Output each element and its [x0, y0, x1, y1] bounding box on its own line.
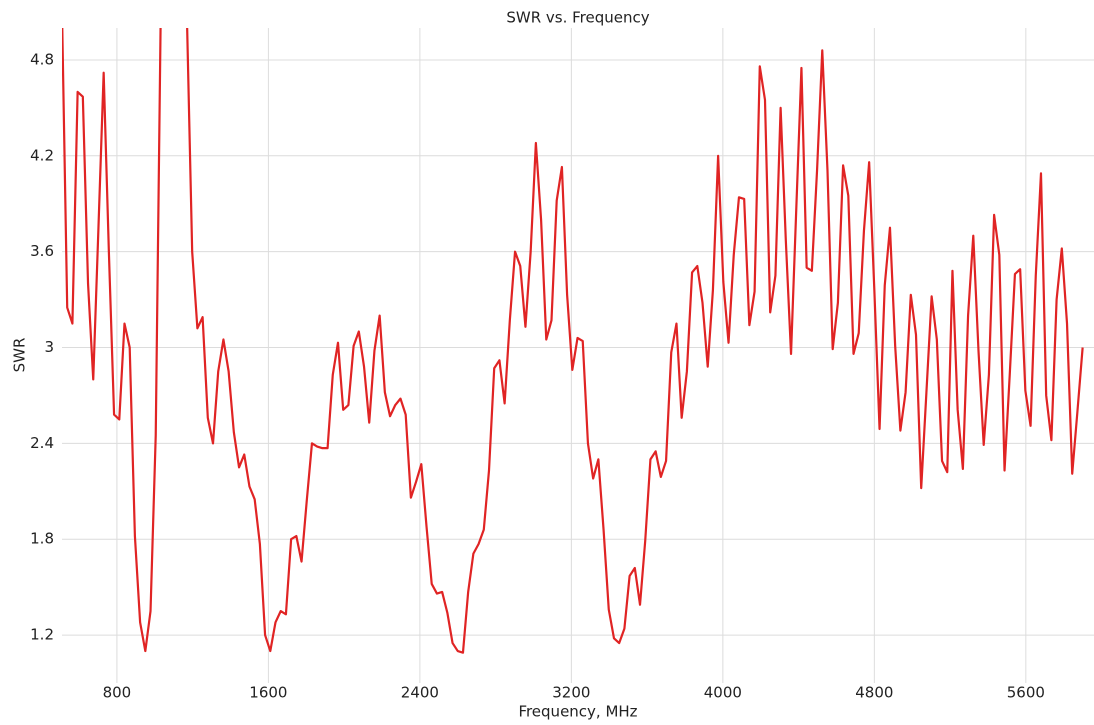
x-axis-label: Frequency, MHz	[518, 703, 637, 721]
y-tick-label: 3.6	[30, 242, 54, 260]
data-line	[62, 28, 1084, 654]
x-tick-label: 2400	[401, 684, 439, 702]
chart-title: SWR vs. Frequency	[506, 9, 649, 27]
plot-area	[62, 28, 1084, 654]
grid	[62, 28, 1094, 683]
x-tick-label: 3200	[552, 684, 590, 702]
labels: 1.2 1.8 2.4 3 3.6 4.2 4.8 800 1600 2400 3200 4000 48…	[30, 50, 1045, 701]
x-tick-label: 5600	[1007, 684, 1045, 702]
x-tick-label: 4800	[855, 684, 893, 702]
y-tick-label: 2.4	[30, 434, 54, 452]
y-tick-label: 4.8	[30, 50, 54, 68]
x-tick-label: 800	[103, 684, 132, 702]
x-tick-label: 4000	[704, 684, 742, 702]
y-tick-label: 3	[44, 338, 54, 356]
y-tick-label: 1.8	[30, 530, 54, 548]
y-axis-label: SWR	[11, 338, 29, 373]
x-tick-label: 1600	[249, 684, 287, 702]
y-tick-label: 1.2	[30, 626, 54, 644]
y-tick-label: 4.2	[30, 146, 54, 164]
